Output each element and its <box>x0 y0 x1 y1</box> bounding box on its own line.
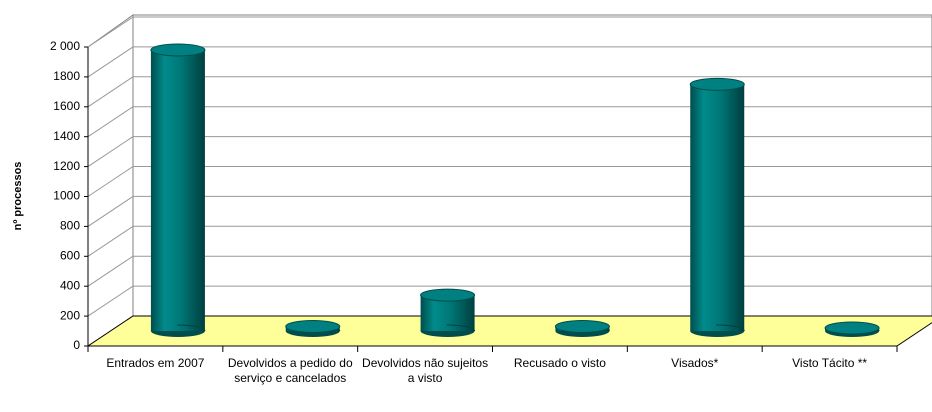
bar-top <box>285 320 341 334</box>
y-tick-label: 1200 <box>53 159 80 173</box>
y-tick-label: 1600 <box>53 99 80 113</box>
grid-line <box>87 225 134 257</box>
x-tick-label: Entrados em 2007 <box>106 356 205 370</box>
floor <box>86 315 932 347</box>
grid-line <box>87 285 134 317</box>
bar <box>824 321 880 338</box>
bar-body <box>150 49 205 331</box>
x-tick-label: Devolvidos a pedido do serviço e cancela… <box>227 356 353 385</box>
bar-bottom-edge <box>150 324 206 338</box>
bar-bottom-edge <box>420 324 476 338</box>
y-tick-label: 400 <box>60 278 80 292</box>
x-tick-label: Visados* <box>671 356 719 370</box>
bar <box>554 320 610 338</box>
y-tick-label: 1800 <box>53 69 80 83</box>
x-tick-label: Devolvidos não sujeitos a visto <box>362 356 489 385</box>
y-tick-label: 0 <box>73 338 80 352</box>
y-tick-label: 200 <box>60 308 80 322</box>
bar-top <box>554 320 610 334</box>
x-tick-label: Recusado o visto <box>513 356 606 370</box>
bar-top <box>150 43 206 57</box>
y-axis-label: nº processos <box>12 162 24 231</box>
back-wall <box>132 14 932 317</box>
bar-top <box>824 321 880 335</box>
y-tick-label: 800 <box>60 219 80 233</box>
bar <box>150 43 206 338</box>
bar-top <box>689 77 745 91</box>
bar-top <box>420 288 476 302</box>
grid-line <box>87 136 134 168</box>
grid-line <box>87 255 134 287</box>
bar-body <box>690 84 745 331</box>
y-tick-label: 600 <box>60 248 80 262</box>
side-wall <box>87 14 134 347</box>
y-tick-label: 1000 <box>53 189 80 203</box>
bar <box>420 288 476 338</box>
bar-bottom-edge <box>689 324 745 338</box>
grid-line <box>87 106 134 138</box>
grid-line <box>87 166 134 197</box>
y-tick-label: 2 000 <box>50 39 80 53</box>
grid-line <box>87 195 134 227</box>
y-tick-label: 1400 <box>53 129 80 143</box>
bar <box>285 320 341 338</box>
x-tick-label: Visto Tácito ** <box>792 356 868 370</box>
bar <box>689 77 745 338</box>
grid-line <box>87 46 134 78</box>
grid-line <box>87 76 134 108</box>
grid-line <box>87 16 134 48</box>
